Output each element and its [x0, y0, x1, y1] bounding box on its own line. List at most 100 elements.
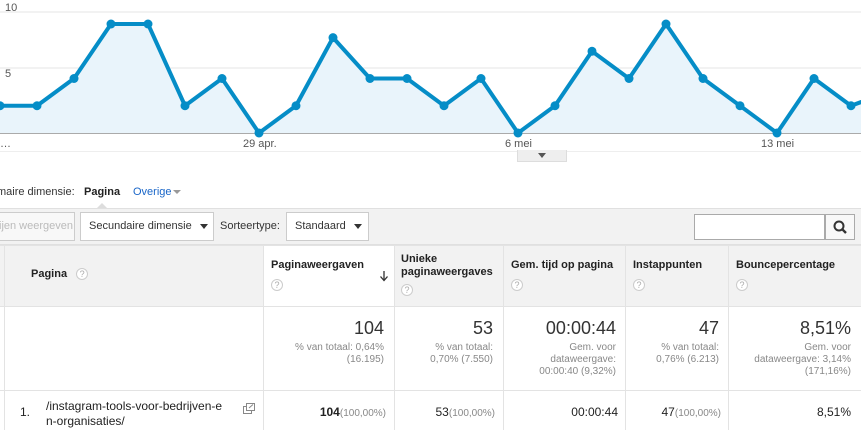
- chart-data-point[interactable]: [0, 101, 5, 111]
- table-toolbar: ijen weergeven Secundaire dimensie Sorte…: [0, 208, 861, 245]
- row-page-link[interactable]: /instagram-tools-voor-bedrijven-e n-orga…: [46, 399, 222, 429]
- chart-data-point[interactable]: [106, 19, 116, 29]
- chart-data-point[interactable]: [846, 101, 856, 111]
- pageviews-line-chart: 10 5 … 29 apr. 6 mei 13 mei: [0, 2, 861, 152]
- help-icon[interactable]: ?: [401, 284, 413, 296]
- help-icon[interactable]: ?: [76, 268, 89, 280]
- search-icon: [833, 220, 847, 234]
- total-entrances-sub: % van totaal: 0,76% (6.213): [630, 342, 719, 366]
- chart-data-point[interactable]: [735, 101, 745, 111]
- chart-data-point[interactable]: [476, 74, 486, 83]
- column-header-pageviews-label: Paginaweergaven: [271, 259, 364, 271]
- total-avg-time-sub-2: dataweergave:: [550, 354, 616, 365]
- total-bounce-sub-3: (171,16%): [804, 366, 851, 377]
- chart-data-point[interactable]: [143, 19, 153, 29]
- chart-data-point[interactable]: [328, 33, 338, 43]
- table-line: [728, 245, 729, 430]
- chart-data-point[interactable]: [402, 74, 412, 83]
- row-page-link-line-2: n-organisaties/: [46, 414, 125, 428]
- row-number: 1.: [20, 405, 31, 419]
- row-bounce: 8,51%: [816, 405, 851, 419]
- x-tick-label: …: [0, 138, 11, 150]
- chart-area-fill: [0, 24, 861, 133]
- row-page-link-line-1: /instagram-tools-voor-bedrijven-e: [46, 399, 223, 413]
- total-pageviews: 104: [353, 318, 384, 338]
- chart-data-point[interactable]: [698, 74, 708, 83]
- row-avg-time: 00:00:44: [571, 405, 618, 419]
- table-line: [0, 390, 861, 391]
- table-search-input[interactable]: [694, 214, 825, 240]
- chart-data-point[interactable]: [291, 101, 301, 111]
- table-totals-bg: [0, 307, 861, 391]
- total-pageviews-sub-2: (16.195): [346, 354, 384, 365]
- column-header-unique-pageviews[interactable]: Unieke paginaweergaves ?: [401, 253, 493, 297]
- sort-descending-icon[interactable]: [379, 270, 389, 282]
- column-header-pageviews[interactable]: Paginaweergaven ?: [271, 259, 364, 292]
- column-header-bounce-label: Bouncepercentage: [736, 259, 836, 271]
- help-icon[interactable]: ?: [633, 279, 645, 291]
- table-line: [625, 245, 626, 430]
- column-header-unique-label-2: paginaweergaves: [401, 266, 493, 278]
- chart-data-point[interactable]: [69, 74, 79, 83]
- table-line: [394, 245, 395, 430]
- chart-data-point[interactable]: [32, 101, 42, 111]
- dimension-other-dropdown[interactable]: Overige: [133, 186, 172, 198]
- total-pageviews-sub-1: % van totaal: 0,64%: [295, 342, 384, 353]
- total-bounce-sub-2: dataweergave: 3,14%: [754, 354, 851, 365]
- primary-dimension-label: maire dimensie:: [0, 186, 75, 198]
- column-header-page-label: Pagina: [31, 268, 68, 280]
- total-unique-sub: % van totaal: 0,70% (7.550): [400, 342, 493, 366]
- sort-type-dropdown[interactable]: Standaard: [286, 212, 369, 241]
- row-pageviews-value: 104: [319, 405, 340, 419]
- row-pageviews-pct: (100,00%): [339, 408, 386, 419]
- chart-data-point[interactable]: [624, 74, 634, 83]
- table-line: [0, 306, 861, 307]
- total-bounce: 8,51%: [799, 318, 851, 338]
- total-unique: 53: [472, 318, 493, 338]
- secondary-dimension-dropdown[interactable]: Secundaire dimensie: [80, 212, 214, 241]
- chart-data-point[interactable]: [180, 101, 190, 111]
- search-button[interactable]: [825, 214, 855, 240]
- column-header-entrances[interactable]: Instappunten ?: [633, 259, 702, 292]
- table-line: [0, 245, 861, 246]
- dimension-page-option[interactable]: Pagina: [84, 186, 121, 198]
- total-avg-time-sub-1: Gem. voor: [569, 342, 616, 353]
- chart-data-point[interactable]: [550, 101, 560, 111]
- row-entrances-value: 47: [661, 405, 675, 419]
- row-entrances: 47(100,00%): [630, 405, 722, 419]
- chart-data-point[interactable]: [217, 74, 227, 83]
- chart-data-point[interactable]: [439, 101, 449, 111]
- sort-type-value: Standaard: [295, 220, 346, 232]
- column-header-bounce[interactable]: Bouncepercentage ?: [736, 259, 835, 292]
- chart-collapse-toggle[interactable]: [517, 150, 567, 162]
- x-tick-label: 6 mei: [505, 138, 532, 150]
- caret-down-icon: [353, 223, 362, 229]
- chart-data-point[interactable]: [365, 74, 375, 83]
- pageviews-col-header-bg: [264, 245, 394, 307]
- open-page-icon[interactable]: [243, 403, 256, 415]
- chart-data-point[interactable]: [254, 128, 264, 138]
- sort-type-label: Sorteertype:: [220, 220, 280, 232]
- chart-data-point[interactable]: [513, 128, 523, 138]
- row-unique-pct: (100,00%): [448, 408, 495, 419]
- column-header-avg-time[interactable]: Gem. tijd op pagina ?: [511, 259, 613, 292]
- chart-data-point[interactable]: [772, 128, 782, 138]
- total-unique-sub-1: % van totaal:: [435, 342, 493, 353]
- row-unique: 53(100,00%): [400, 405, 496, 419]
- caret-down-icon[interactable]: [173, 190, 181, 194]
- chart-data-point[interactable]: [661, 19, 671, 29]
- table-header-bg: [0, 245, 861, 307]
- table-line: [503, 245, 504, 430]
- total-bounce-sub: Gem. voor dataweergave: 3,14% (171,16%): [732, 342, 851, 378]
- plot-rows-button[interactable]: ijen weergeven: [0, 212, 75, 241]
- help-icon[interactable]: ?: [736, 279, 748, 291]
- help-icon[interactable]: ?: [511, 279, 523, 291]
- chart-data-point[interactable]: [809, 74, 819, 83]
- column-header-avg-time-label: Gem. tijd op pagina: [511, 259, 614, 271]
- chart-data-point[interactable]: [587, 46, 597, 56]
- total-entrances-sub-1: % van totaal:: [661, 342, 719, 353]
- column-header-page[interactable]: Pagina ?: [31, 268, 89, 281]
- total-avg-time-sub: Gem. voor dataweergave: 00:00:40 (9,32%): [508, 342, 616, 378]
- active-dimension-pointer: [96, 203, 108, 209]
- help-icon[interactable]: ?: [271, 279, 283, 291]
